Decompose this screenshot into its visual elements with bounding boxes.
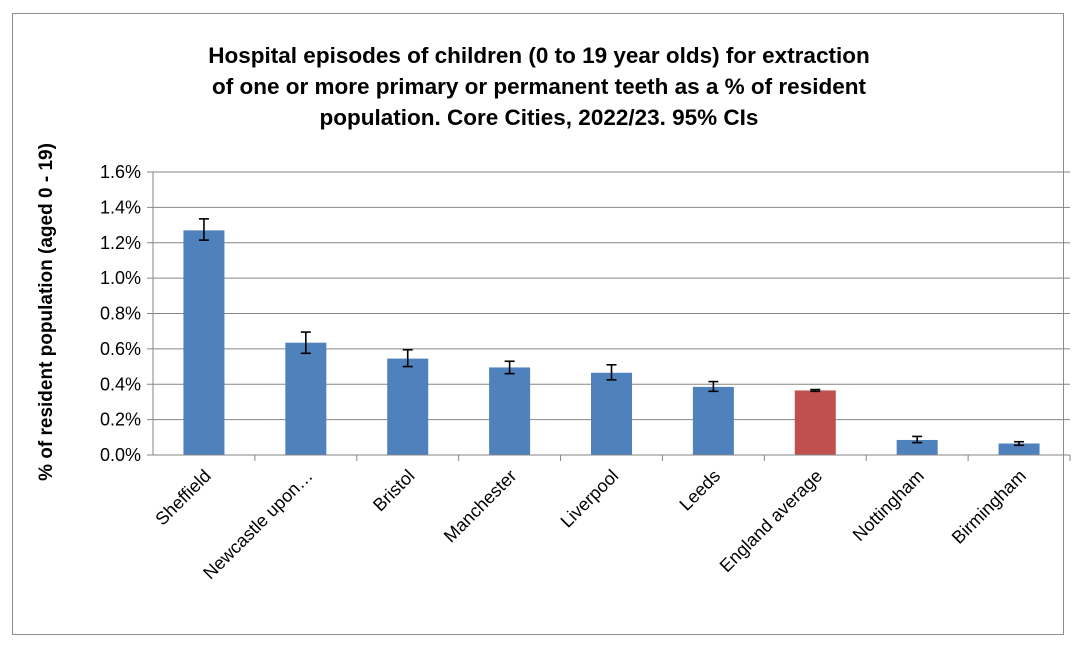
bar-liverpool	[591, 372, 632, 455]
x-tick-label: Leeds	[675, 466, 724, 515]
y-tick-label: 1.6%	[100, 162, 141, 182]
y-tick-label: 1.2%	[100, 233, 141, 253]
bar-sheffield	[183, 230, 225, 455]
x-tick-label: Birmingham	[948, 466, 1030, 548]
bar-newcastle-upon	[285, 342, 327, 455]
y-tick-label: 0.4%	[100, 374, 141, 394]
error-bar	[300, 331, 311, 355]
bar-manchester	[489, 367, 531, 455]
bar-nottingham	[896, 439, 938, 455]
error-bar	[198, 218, 209, 241]
bar-england-average	[794, 390, 836, 455]
y-tick-label: 1.4%	[100, 197, 141, 217]
error-bar	[504, 360, 515, 375]
bar-bristol	[387, 358, 429, 455]
bar-leeds	[692, 386, 734, 455]
error-bar	[708, 380, 719, 393]
x-tick-label: England average	[716, 466, 826, 576]
x-tick-label: Bristol	[369, 466, 419, 516]
x-tick-label: Nottingham	[849, 466, 928, 545]
bars	[183, 230, 1040, 455]
y-axis-title: % of resident population (aged 0 - 19)	[36, 143, 57, 481]
error-bar	[810, 388, 821, 393]
tick-labels: 0.0% 0.2% 0.4% 0.6% 0.8% 1.0% 1.2% 1.4% 1.6% Shef…	[100, 162, 1030, 583]
y-tick-label: 1.0%	[100, 268, 141, 288]
bar-birmingham	[998, 443, 1040, 455]
x-tick-label: Newcastle upon…	[199, 466, 316, 583]
error-bar	[402, 348, 413, 368]
x-tick-label: Sheffield	[151, 466, 214, 529]
error-bars	[198, 218, 1025, 447]
x-tick-label: Manchester	[440, 466, 521, 547]
error-bar	[1014, 440, 1025, 447]
y-tick-label: 0.2%	[100, 410, 141, 430]
error-bar	[912, 435, 923, 444]
error-bar	[606, 363, 617, 381]
y-tick-label: 0.0%	[100, 445, 141, 465]
y-tick-label: 0.8%	[100, 304, 141, 324]
x-tick-label: Liverpool	[557, 466, 623, 532]
y-tick-label: 0.6%	[100, 339, 141, 359]
chart-title: Hospital episodes of children (0 to 19 y…	[208, 43, 870, 130]
axes	[147, 171, 1071, 461]
